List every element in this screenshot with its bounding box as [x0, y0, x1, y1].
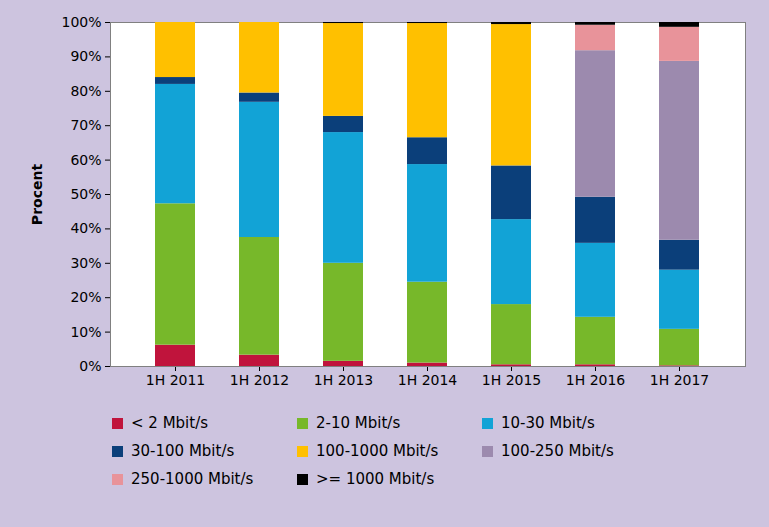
svg-text:Procent: Procent: [29, 164, 45, 226]
svg-text:1H 2015: 1H 2015: [482, 372, 542, 388]
svg-text:80%: 80%: [70, 83, 101, 99]
svg-text:10%: 10%: [70, 324, 101, 340]
html-text:100-250 Mbit/s: 100-250 Mbit/s: [501, 442, 614, 460]
svg-text:20%: 20%: [70, 289, 101, 305]
svg-text:100%: 100%: [61, 14, 101, 30]
html-text:>= 1000 Mbit/s: >= 1000 Mbit/s: [316, 470, 435, 488]
svg-text:30%: 30%: [70, 255, 101, 271]
html-text:250-1000 Mbit/s: 250-1000 Mbit/s: [131, 470, 254, 488]
svg-text:1H 2013: 1H 2013: [314, 372, 374, 388]
svg-text:1H 2017: 1H 2017: [650, 372, 710, 388]
svg-text:70%: 70%: [70, 117, 101, 133]
svg-text:50%: 50%: [70, 186, 101, 202]
svg-text:1H 2014: 1H 2014: [398, 372, 458, 388]
html-text:30-100 Mbit/s: 30-100 Mbit/s: [131, 442, 235, 460]
svg-text:0%: 0%: [79, 358, 101, 374]
svg-text:1H 2012: 1H 2012: [230, 372, 290, 388]
svg-text:90%: 90%: [70, 48, 101, 64]
html-text:2-10 Mbit/s: 2-10 Mbit/s: [316, 414, 401, 432]
html-text:100-1000 Mbit/s: 100-1000 Mbit/s: [316, 442, 439, 460]
svg-text:1H 2011: 1H 2011: [146, 372, 206, 388]
svg-text:40%: 40%: [70, 220, 101, 236]
svg-text:1H 2016: 1H 2016: [566, 372, 626, 388]
html-text:< 2 Mbit/s: < 2 Mbit/s: [131, 414, 208, 432]
html-text:10-30 Mbit/s: 10-30 Mbit/s: [501, 414, 595, 432]
svg-text:60%: 60%: [70, 152, 101, 168]
